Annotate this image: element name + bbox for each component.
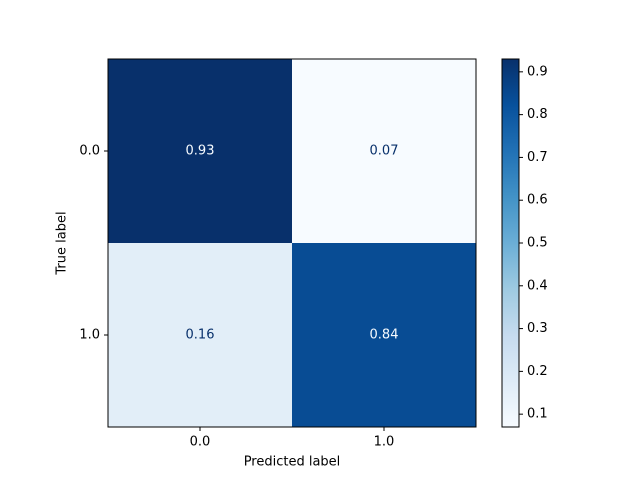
colorbar-tick-label: 0.6 [527, 193, 548, 208]
x-tick-label: 1.0 [374, 435, 395, 450]
x-tick-label: 0.0 [190, 435, 211, 450]
heatmap-cell [108, 243, 292, 427]
colorbar-tick-label: 0.8 [527, 107, 548, 122]
colorbar-tick-label: 0.4 [527, 278, 548, 293]
colorbar-tick-label: 0.2 [527, 364, 548, 379]
colorbar-tick-label: 0.3 [527, 321, 548, 336]
y-tick-label: 1.0 [79, 328, 100, 343]
heatmap-cell [292, 243, 476, 427]
axes-frame [107, 58, 477, 428]
colorbar-tick-label: 0.1 [527, 407, 548, 422]
colorbar [501, 58, 520, 428]
cell-label: 0.84 [370, 328, 399, 343]
colorbar-tick-label: 0.5 [527, 236, 548, 251]
heatmap-cell [108, 59, 292, 243]
cell-label: 0.07 [370, 144, 399, 159]
y-tick-label: 0.0 [79, 144, 100, 159]
cell-label: 0.93 [186, 144, 215, 159]
y-axis-label: True label [55, 211, 70, 275]
heatmap-cell [292, 59, 476, 243]
cell-label: 0.16 [186, 328, 215, 343]
colorbar-tick-label: 0.7 [527, 150, 548, 165]
colorbar-tick-label: 0.9 [527, 64, 548, 79]
x-axis-label: Predicted label [244, 455, 341, 470]
